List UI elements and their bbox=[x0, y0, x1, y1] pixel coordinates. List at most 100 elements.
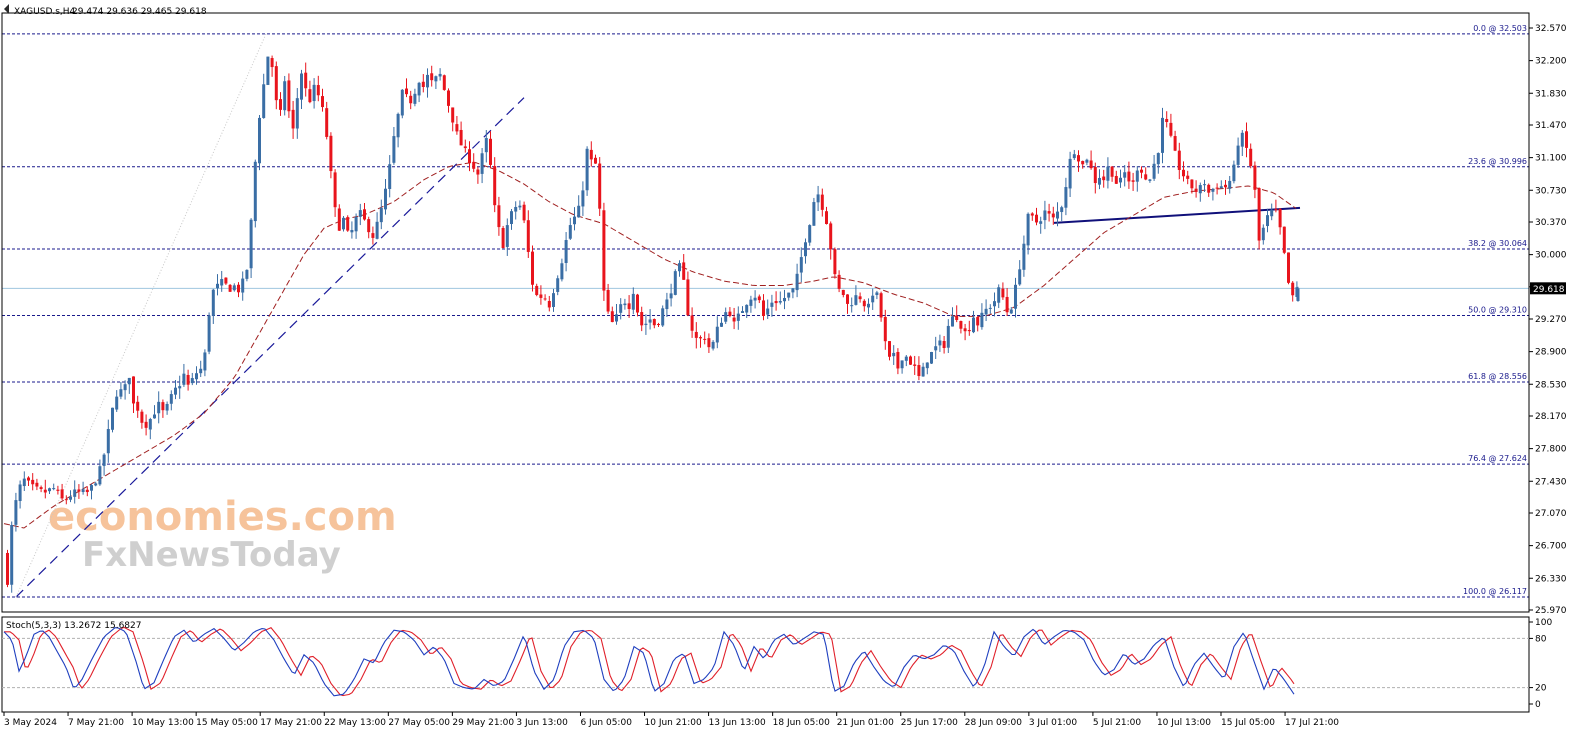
candle-body bbox=[182, 373, 186, 385]
candle-body bbox=[1161, 117, 1164, 153]
candle-body bbox=[52, 488, 56, 490]
candle-body bbox=[925, 362, 929, 369]
candle-body bbox=[610, 311, 614, 323]
time-tick-label: 27 May 05:00 bbox=[388, 718, 450, 728]
candle-body bbox=[539, 294, 543, 298]
time-tick-label: 5 Jul 21:00 bbox=[1093, 718, 1142, 728]
candle-body bbox=[934, 346, 938, 351]
candle-body bbox=[732, 317, 736, 322]
candle-body bbox=[598, 163, 602, 209]
candlesticks bbox=[6, 55, 1300, 593]
chart-frame bbox=[1, 12, 1530, 713]
candle-body bbox=[770, 302, 774, 307]
price-axis: 32.570 32.200 31.830 31.470 31.100 30.730 30.3… bbox=[1529, 24, 1567, 616]
candle-body bbox=[858, 296, 862, 300]
moving-average-line bbox=[3, 161, 1297, 529]
candle-body bbox=[951, 316, 954, 327]
stoch-tick-label: 80 bbox=[1535, 634, 1547, 644]
price-tick-label: 30.000 bbox=[1535, 251, 1567, 261]
candle-body bbox=[682, 262, 686, 280]
candle-body bbox=[333, 172, 337, 208]
candle-body bbox=[1182, 169, 1185, 177]
price-tick-label: 27.430 bbox=[1535, 477, 1567, 487]
candle-body bbox=[707, 338, 711, 348]
time-tick-label: 29 May 21:00 bbox=[452, 718, 514, 728]
candle-body bbox=[329, 135, 333, 172]
candle-body bbox=[153, 414, 156, 419]
candle-body bbox=[955, 315, 959, 320]
candle-body bbox=[1144, 174, 1148, 180]
candle-body bbox=[1152, 163, 1156, 179]
candle-body bbox=[724, 312, 728, 322]
candle-body bbox=[854, 295, 858, 305]
watermark-fxnewstoday: FxNewsToday bbox=[82, 535, 341, 575]
candle-body bbox=[787, 292, 791, 298]
candle-body bbox=[111, 407, 114, 430]
candle-body bbox=[1005, 296, 1009, 313]
stoch-main-line bbox=[3, 627, 1295, 697]
candle-body bbox=[316, 85, 320, 96]
candle-body bbox=[850, 305, 854, 307]
candle-body bbox=[350, 229, 354, 233]
fib-level-label: 76.4 @ 27.624 bbox=[1468, 454, 1527, 463]
price-tick-label: 31.100 bbox=[1535, 154, 1567, 164]
candle-body bbox=[1190, 179, 1194, 189]
candle-body bbox=[627, 303, 631, 310]
candle-body bbox=[778, 301, 782, 303]
candle-body bbox=[678, 263, 681, 272]
candle-body bbox=[913, 364, 917, 366]
ohlc-readout: 29.474 29.636 29.465 29.618 bbox=[72, 7, 207, 17]
candle-body bbox=[258, 117, 261, 164]
candle-body bbox=[245, 269, 249, 279]
candle-body bbox=[241, 278, 245, 293]
time-tick-label: 10 Jun 21:00 bbox=[645, 718, 702, 728]
candle-body bbox=[354, 217, 358, 232]
candle-body bbox=[43, 489, 47, 493]
candle-body bbox=[967, 330, 971, 332]
candle-body bbox=[18, 484, 22, 502]
candle-body bbox=[606, 289, 610, 312]
candle-body bbox=[1060, 207, 1064, 213]
candle-body bbox=[900, 360, 904, 369]
candle-body bbox=[73, 489, 77, 497]
candle-body bbox=[300, 73, 303, 100]
candle-body bbox=[1224, 184, 1227, 188]
candle-body bbox=[518, 205, 522, 208]
price-tick-label: 29.270 bbox=[1535, 315, 1567, 325]
candle-body bbox=[10, 524, 14, 585]
candle-body bbox=[846, 294, 849, 304]
candle-body bbox=[1030, 213, 1034, 216]
candle-body bbox=[673, 271, 677, 295]
candle-body bbox=[892, 352, 896, 357]
time-axis: 3 May 2024 7 May 21:00 10 May 13:00 15 May … bbox=[3, 712, 1339, 728]
candle-body bbox=[434, 76, 438, 82]
candle-body bbox=[703, 338, 707, 340]
candle-body bbox=[1240, 132, 1244, 147]
candle-body bbox=[396, 113, 400, 138]
candle-body bbox=[1064, 187, 1068, 208]
candle-body bbox=[195, 373, 198, 380]
candle-body bbox=[514, 206, 518, 212]
candle-body bbox=[1236, 145, 1240, 165]
last-price-badge: 29.618 bbox=[1530, 282, 1566, 295]
time-tick-label: 7 May 21:00 bbox=[68, 718, 124, 728]
candle-body bbox=[711, 341, 715, 349]
candle-body bbox=[694, 331, 698, 338]
candle-body bbox=[413, 93, 417, 104]
candle-body bbox=[270, 58, 274, 68]
stochastic-panel: 100 80 20 0 bbox=[2, 618, 1552, 710]
candle-body bbox=[1207, 184, 1211, 193]
candle-body bbox=[480, 153, 484, 174]
candle-body bbox=[997, 287, 1001, 303]
candle-body bbox=[119, 389, 123, 397]
candle-body bbox=[157, 401, 161, 414]
fib-level-label: 100.0 @ 26.117 bbox=[1463, 587, 1527, 596]
candle-body bbox=[749, 299, 753, 306]
candle-body bbox=[1186, 175, 1190, 179]
candle-body bbox=[526, 220, 530, 252]
candle-body bbox=[871, 295, 875, 303]
candle-body bbox=[90, 485, 93, 491]
time-tick-label: 17 May 21:00 bbox=[260, 718, 322, 728]
candle-body bbox=[1270, 209, 1274, 217]
candle-body bbox=[1156, 153, 1160, 165]
